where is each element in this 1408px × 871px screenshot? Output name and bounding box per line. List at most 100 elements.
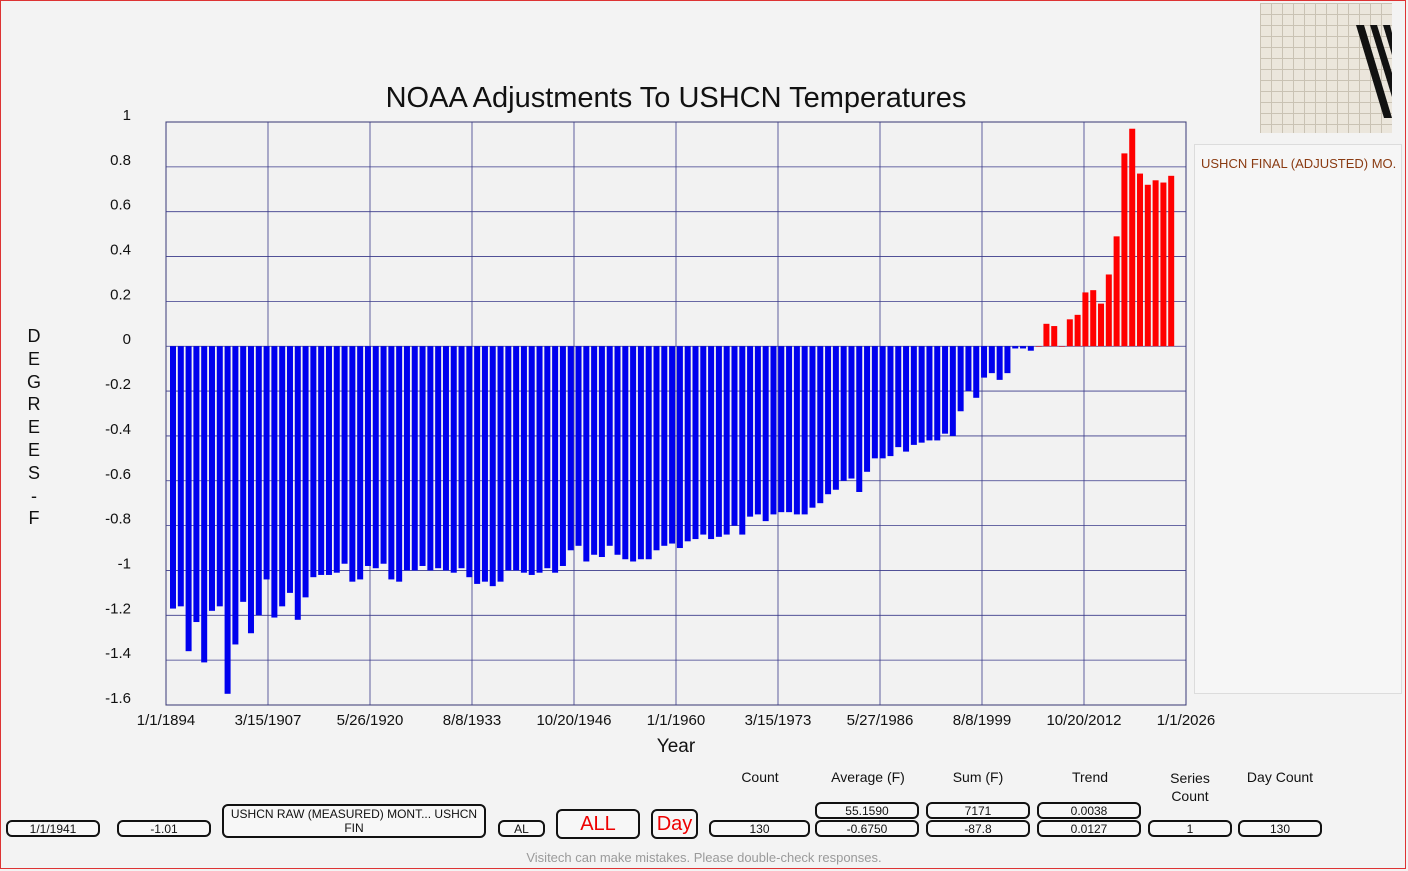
y-axis-label-letter: E xyxy=(27,417,40,438)
bar-1994 xyxy=(942,346,949,434)
bar-1960 xyxy=(676,346,683,549)
bar-1977 xyxy=(809,346,816,508)
bar-1935 xyxy=(481,346,488,582)
bar-1946 xyxy=(567,346,574,551)
y-axis-label-letter: E xyxy=(27,348,40,369)
bar-1911 xyxy=(294,346,301,620)
bar-1998 xyxy=(973,346,980,398)
y-tick-label: 1 xyxy=(123,107,131,124)
bar-1942 xyxy=(536,346,543,573)
x-axis-ticks: 1/1/1894 3/15/1907 5/26/1920 8/8/1933 10/20/… xyxy=(137,712,1215,729)
bar-1903 xyxy=(232,346,239,645)
legend-panel: USHCN FINAL (ADJUSTED) MO. xyxy=(1194,144,1402,694)
logo-stripes-icon xyxy=(1356,25,1392,118)
bar-1982 xyxy=(848,346,855,479)
bar-1989 xyxy=(903,346,910,452)
bar-1897 xyxy=(185,346,192,652)
y-tick-label: -0.4 xyxy=(105,421,131,438)
y-axis-label-letter: D xyxy=(27,326,41,346)
bar-1984 xyxy=(864,346,871,472)
bar-1917 xyxy=(341,346,348,564)
bar-1927 xyxy=(419,346,426,566)
bar-1899 xyxy=(201,346,208,663)
chart-title: NOAA Adjustments To USHCN Temperatures xyxy=(386,82,967,114)
bar-1909 xyxy=(279,346,286,607)
bar-1978 xyxy=(817,346,824,504)
date-field[interactable]: 1/1/1941 xyxy=(6,820,100,837)
bar-1920 xyxy=(364,346,371,566)
y-tick-label: -0.8 xyxy=(105,511,131,528)
bar-1967 xyxy=(731,346,738,526)
bar-1934 xyxy=(474,346,481,584)
sum-total-field: 7171 xyxy=(926,802,1030,819)
y-axis-label-letter: R xyxy=(27,394,41,415)
bar-1973 xyxy=(778,346,785,513)
legend-item[interactable]: USHCN FINAL (ADJUSTED) MO. xyxy=(1201,156,1397,171)
bar-1954 xyxy=(630,346,637,562)
bar-1918 xyxy=(349,346,356,582)
bar-1952 xyxy=(614,346,621,555)
average-field: -0.6750 xyxy=(815,820,919,837)
bar-1958 xyxy=(661,346,668,546)
bar-1932 xyxy=(458,346,465,569)
bar-1996 xyxy=(957,346,964,412)
x-tick-label: 3/15/1907 xyxy=(235,712,302,729)
y-tick-label: 0 xyxy=(123,331,131,348)
x-tick-label: 3/15/1973 xyxy=(745,712,812,729)
bar-1947 xyxy=(575,346,582,546)
bar-1974 xyxy=(786,346,793,513)
bar-2000 xyxy=(988,346,995,374)
bar-1921 xyxy=(372,346,379,569)
bar-1999 xyxy=(981,346,988,378)
y-tick-label: 0.6 xyxy=(110,197,131,214)
count-header: Count xyxy=(741,769,779,785)
x-tick-label: 1/1/1960 xyxy=(647,712,705,729)
bar-1976 xyxy=(801,346,808,515)
bar-1948 xyxy=(583,346,590,562)
y-axis-label-letter: E xyxy=(27,439,40,460)
bar-1985 xyxy=(871,346,878,459)
bar-1951 xyxy=(606,346,613,546)
bar-1929 xyxy=(435,346,442,569)
bar-1931 xyxy=(450,346,457,573)
bar-1912 xyxy=(302,346,309,598)
trend-header: Trend xyxy=(1071,769,1109,785)
y-tick-label: 0.2 xyxy=(110,286,131,303)
y-axis-label-letter: F xyxy=(28,508,40,529)
all-button[interactable]: ALL xyxy=(556,809,640,839)
bar-2019 xyxy=(1137,173,1144,347)
bar-1957 xyxy=(653,346,660,551)
bar-1904 xyxy=(240,346,247,602)
bar-1997 xyxy=(965,346,972,392)
bar-1930 xyxy=(442,346,449,571)
bar-1919 xyxy=(357,346,364,580)
x-tick-label: 1/1/2026 xyxy=(1157,712,1215,729)
bar-2007 xyxy=(1043,323,1050,347)
bar-2003 xyxy=(1012,346,1019,349)
bar-1991 xyxy=(918,346,925,443)
state-selector[interactable]: AL xyxy=(498,820,545,837)
bar-1908 xyxy=(271,346,278,618)
bars xyxy=(170,128,1175,694)
y-axis-label-letter: S xyxy=(27,462,40,483)
day-count-header: Day Count xyxy=(1246,769,1314,785)
bar-1895 xyxy=(170,346,176,609)
bar-1955 xyxy=(637,346,644,560)
bar-1945 xyxy=(559,346,566,566)
x-tick-label: 8/8/1999 xyxy=(953,712,1011,729)
x-tick-label: 10/20/2012 xyxy=(1046,712,1121,729)
series-count-field: 1 xyxy=(1148,820,1232,837)
value-field[interactable]: -1.01 xyxy=(117,820,211,837)
trend-field: 0.0127 xyxy=(1037,820,1141,837)
bar-2017 xyxy=(1121,153,1128,347)
count-field: 130 xyxy=(709,820,810,837)
x-tick-label: 5/27/1986 xyxy=(847,712,914,729)
day-button[interactable]: Day xyxy=(651,809,698,839)
series-selector[interactable]: USHCN RAW (MEASURED) MONT... USHCN FIN xyxy=(222,804,486,838)
bar-1933 xyxy=(466,346,473,578)
y-tick-label: 0.4 xyxy=(110,242,131,259)
bar-1993 xyxy=(934,346,941,441)
bar-2013 xyxy=(1090,290,1097,347)
bar-1937 xyxy=(497,346,504,582)
bar-1988 xyxy=(895,346,902,448)
